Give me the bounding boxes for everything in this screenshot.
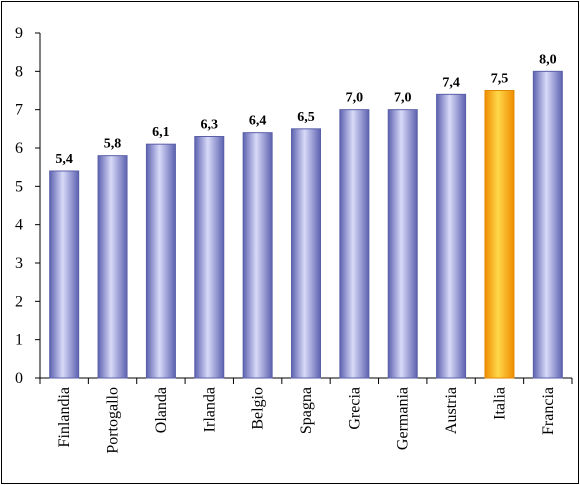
category-label-italia: Italia — [491, 387, 508, 420]
bar-irlanda — [194, 136, 225, 379]
value-label-olanda: 6,1 — [152, 125, 170, 140]
bar-francia — [532, 70, 563, 379]
value-label-austria: 7,4 — [442, 75, 460, 90]
bar-belgio — [242, 132, 273, 379]
category-label-germania: Germania — [395, 387, 412, 450]
category-label-finlandia: Finlandia — [56, 387, 73, 447]
value-label-grecia: 7,0 — [346, 91, 364, 106]
y-tick-label: 8 — [15, 63, 23, 80]
y-tick-label: 7 — [15, 102, 23, 119]
bar-germania — [387, 109, 418, 379]
value-label-belgio: 6,4 — [249, 114, 267, 129]
labels: 5,4 Finlandia 5,8 Portogallo 6,1 Olanda 6,3 Irl… — [55, 52, 556, 453]
category-label-irlanda: Irlanda — [201, 387, 218, 432]
value-label-italia: 7,5 — [491, 72, 509, 87]
value-label-portogallo: 5,8 — [104, 137, 122, 152]
y-tick-label: 9 — [15, 25, 23, 42]
y-tick-label: 0 — [15, 370, 23, 387]
category-label-belgio: Belgio — [250, 387, 267, 430]
value-label-francia: 8,0 — [539, 52, 557, 67]
bar-olanda — [145, 143, 176, 379]
y-tick-label: 6 — [15, 140, 23, 157]
bars — [49, 70, 563, 379]
value-label-irlanda: 6,3 — [201, 118, 219, 133]
category-label-grecia: Grecia — [346, 387, 363, 430]
category-label-portogallo: Portogallo — [105, 387, 122, 454]
y-tick-label: 1 — [15, 332, 23, 349]
bar-grecia — [339, 109, 370, 379]
value-label-germania: 7,0 — [394, 91, 412, 106]
y-tick-label: 2 — [15, 293, 23, 310]
y-tick-label: 3 — [15, 255, 23, 272]
value-label-finlandia: 5,4 — [55, 152, 73, 167]
bar-spagna — [291, 128, 321, 379]
y-tick-label: 4 — [15, 217, 23, 234]
category-label-francia: Francia — [540, 387, 557, 435]
bar-austria — [436, 93, 467, 379]
bar-italia — [484, 90, 515, 379]
category-label-olanda: Olanda — [153, 387, 170, 433]
bar-portogallo — [97, 155, 128, 379]
axes: 0 1 2 3 4 5 6 7 8 9 — [15, 25, 573, 387]
y-tick-label: 5 — [15, 178, 23, 195]
category-label-spagna: Spagna — [298, 387, 315, 434]
category-label-austria: Austria — [443, 387, 460, 434]
value-label-spagna: 6,5 — [297, 110, 315, 125]
bar-finlandia — [49, 170, 80, 379]
